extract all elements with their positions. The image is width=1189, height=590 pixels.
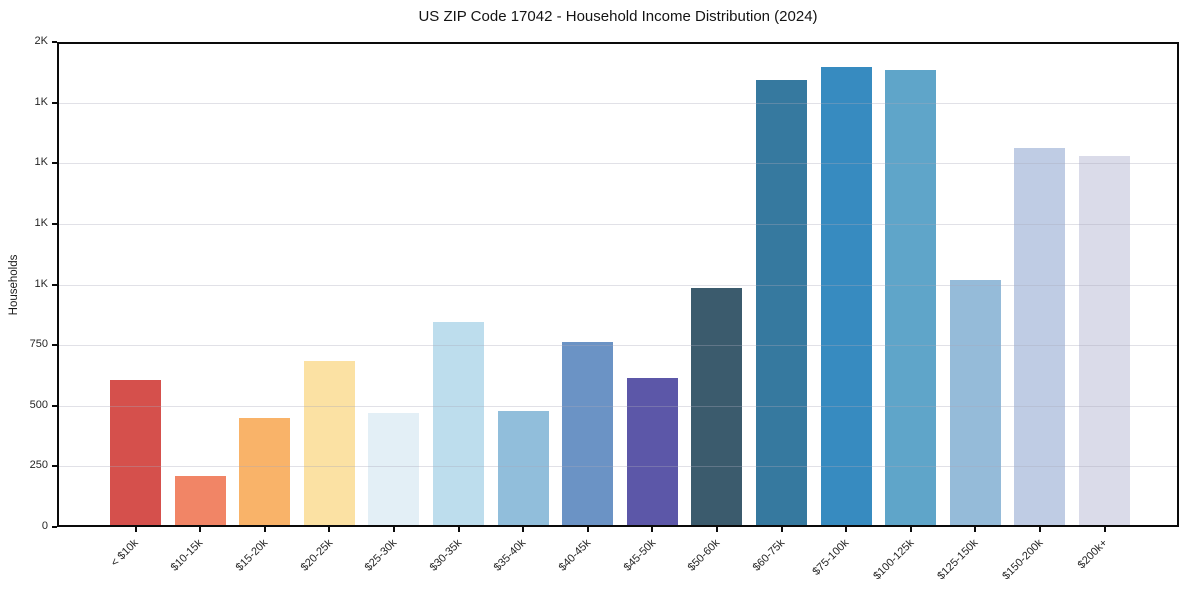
x-tick-label: $40-45k <box>556 537 594 574</box>
x-tick-mark <box>134 527 137 532</box>
y-tick-mark <box>52 404 57 407</box>
x-tick-label: $125-150k <box>935 537 981 583</box>
bar <box>562 341 614 527</box>
y-tick-label: 2K <box>34 35 48 47</box>
y-tick-label: 1K <box>34 156 48 169</box>
x-tick-mark <box>522 527 525 532</box>
gridline <box>57 405 1179 407</box>
bar <box>110 380 161 527</box>
y-tick-mark <box>52 162 57 165</box>
y-tick-mark <box>52 222 57 225</box>
x-tick-label: $60-75k <box>750 537 787 574</box>
x-tick-mark <box>586 527 589 532</box>
x-tick-label: $50-60k <box>685 537 723 574</box>
x-tick-mark <box>328 527 331 532</box>
bar <box>626 377 678 527</box>
gridline <box>57 42 1179 43</box>
gridline <box>57 163 1179 165</box>
x-tick-mark <box>263 527 266 532</box>
y-tick-mark <box>52 41 57 43</box>
gridline <box>57 345 1179 347</box>
x-tick-label: $100-125k <box>870 537 917 583</box>
x-tick-label: $30-35k <box>427 537 464 574</box>
gridline <box>57 466 1179 468</box>
x-tick-mark <box>651 527 654 532</box>
y-tick-label: 1K <box>34 277 48 290</box>
bar <box>433 322 484 527</box>
y-tick-mark <box>52 283 57 286</box>
bar <box>756 79 807 527</box>
x-tick-label: $75-100k <box>810 537 852 578</box>
gridline <box>57 223 1179 225</box>
bar <box>497 410 549 527</box>
gridline <box>57 284 1179 286</box>
plot-area <box>57 42 1179 527</box>
x-tick-label: $150-200k <box>1000 537 1046 583</box>
y-tick-mark <box>52 526 57 528</box>
bar <box>949 279 1001 527</box>
bar <box>303 360 355 527</box>
x-tick-mark <box>780 527 783 532</box>
y-tick-mark <box>52 465 57 468</box>
x-tick-label: $200k+ <box>1075 537 1110 572</box>
x-tick-label: $15-20k <box>233 537 271 574</box>
bar <box>691 288 743 527</box>
x-tick-mark <box>199 527 202 532</box>
y-tick-label: 1K <box>34 216 48 229</box>
chart-title: US ZIP Code 17042 - Household Income Dis… <box>418 8 818 25</box>
bar <box>885 69 937 527</box>
bar <box>1079 155 1130 527</box>
y-tick-label: 0 <box>41 520 48 532</box>
bar <box>368 413 420 527</box>
bar <box>174 476 226 527</box>
x-tick-label: $25-30k <box>362 537 400 574</box>
y-tick-label: 750 <box>29 338 48 351</box>
x-tick-label: $10-15k <box>168 537 206 574</box>
x-tick-mark <box>457 527 460 532</box>
x-tick-mark <box>1103 527 1106 532</box>
y-tick-label: 500 <box>29 398 48 411</box>
y-tick-label: 1K <box>34 95 48 108</box>
x-tick-mark <box>1038 527 1041 532</box>
x-tick-mark <box>909 527 912 532</box>
y-tick-label: 250 <box>29 459 48 472</box>
bar <box>239 417 291 527</box>
y-tick-mark <box>52 344 57 347</box>
x-tick-label: $45-50k <box>621 537 658 574</box>
x-tick-mark <box>715 527 718 532</box>
bar <box>1014 147 1066 527</box>
x-tick-mark <box>845 527 848 532</box>
x-tick-mark <box>392 527 395 532</box>
bar <box>820 67 872 527</box>
x-tick-label: < $10k <box>108 537 141 570</box>
y-tick-mark <box>52 101 57 104</box>
x-tick-label: $35-40k <box>491 537 529 574</box>
gridline <box>57 102 1179 104</box>
x-tick-label: $20-25k <box>298 537 335 574</box>
x-tick-mark <box>974 527 977 532</box>
